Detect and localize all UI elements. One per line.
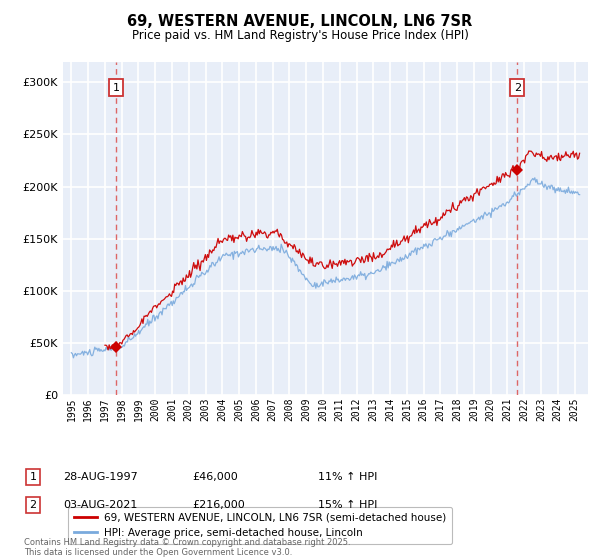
Text: £46,000: £46,000: [192, 472, 238, 482]
Text: 11% ↑ HPI: 11% ↑ HPI: [318, 472, 377, 482]
Text: 1: 1: [112, 83, 119, 92]
Legend: 69, WESTERN AVENUE, LINCOLN, LN6 7SR (semi-detached house), HPI: Average price, : 69, WESTERN AVENUE, LINCOLN, LN6 7SR (se…: [68, 507, 452, 544]
Text: Contains HM Land Registry data © Crown copyright and database right 2025.
This d: Contains HM Land Registry data © Crown c…: [24, 538, 350, 557]
Text: 15% ↑ HPI: 15% ↑ HPI: [318, 500, 377, 510]
Text: 69, WESTERN AVENUE, LINCOLN, LN6 7SR: 69, WESTERN AVENUE, LINCOLN, LN6 7SR: [127, 14, 473, 29]
Text: 03-AUG-2021: 03-AUG-2021: [63, 500, 137, 510]
Text: 2: 2: [514, 83, 521, 92]
Text: Price paid vs. HM Land Registry's House Price Index (HPI): Price paid vs. HM Land Registry's House …: [131, 29, 469, 42]
Text: 28-AUG-1997: 28-AUG-1997: [63, 472, 138, 482]
Text: £216,000: £216,000: [192, 500, 245, 510]
Text: 1: 1: [29, 472, 37, 482]
Text: 2: 2: [29, 500, 37, 510]
